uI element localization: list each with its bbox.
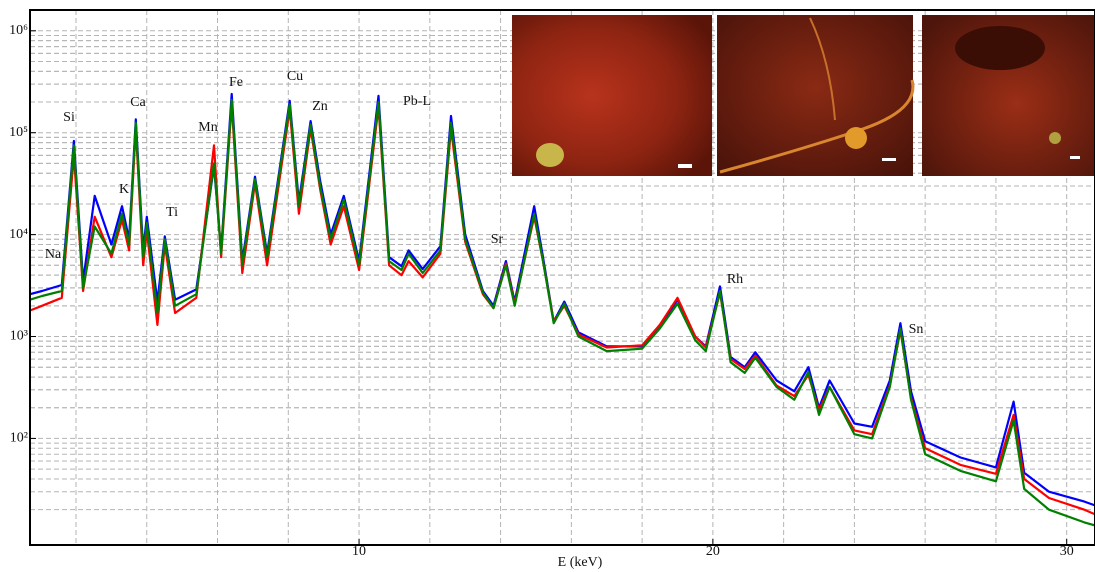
crack	[809, 17, 836, 121]
x-tick-label: 10	[352, 544, 366, 559]
x-tick-label: 20	[706, 544, 720, 559]
peak-label: Ti	[166, 205, 178, 220]
peak-label: Rh	[727, 272, 743, 287]
y-tick-label: 10³	[10, 329, 28, 344]
scale-bar	[1070, 156, 1080, 159]
peak-label: K	[119, 182, 129, 197]
plot-frame	[29, 9, 1095, 546]
peak-label: Na	[45, 247, 62, 262]
peak-label: Si	[63, 110, 75, 125]
peak-label: Sr	[491, 232, 504, 247]
peak-label: Sn	[909, 322, 924, 337]
x-tick-label: 30	[1060, 544, 1074, 559]
y-tick-label: 10⁴	[9, 227, 28, 242]
inclusion	[536, 143, 564, 167]
micrograph	[717, 15, 913, 176]
peak-label: Ca	[130, 95, 146, 110]
spectrum-line	[30, 98, 1095, 527]
peak-label: Cu	[287, 69, 303, 84]
void	[955, 26, 1045, 70]
y-tick-label: 10⁵	[9, 125, 28, 140]
inclusion	[1049, 132, 1061, 144]
x-axis-label: E (keV)	[558, 555, 603, 570]
scale-bar	[678, 164, 692, 168]
peak-label: Mn	[198, 120, 217, 135]
peak-label: Fe	[229, 75, 243, 90]
y-tick-label: 10²	[10, 431, 28, 446]
inclusion	[845, 127, 867, 149]
micrograph-insets	[512, 15, 1094, 176]
y-tick-label: 10⁶	[9, 23, 28, 38]
scale-bar	[882, 158, 896, 161]
peak-label: Zn	[312, 99, 328, 114]
peak-label: Pb-L	[403, 94, 431, 109]
